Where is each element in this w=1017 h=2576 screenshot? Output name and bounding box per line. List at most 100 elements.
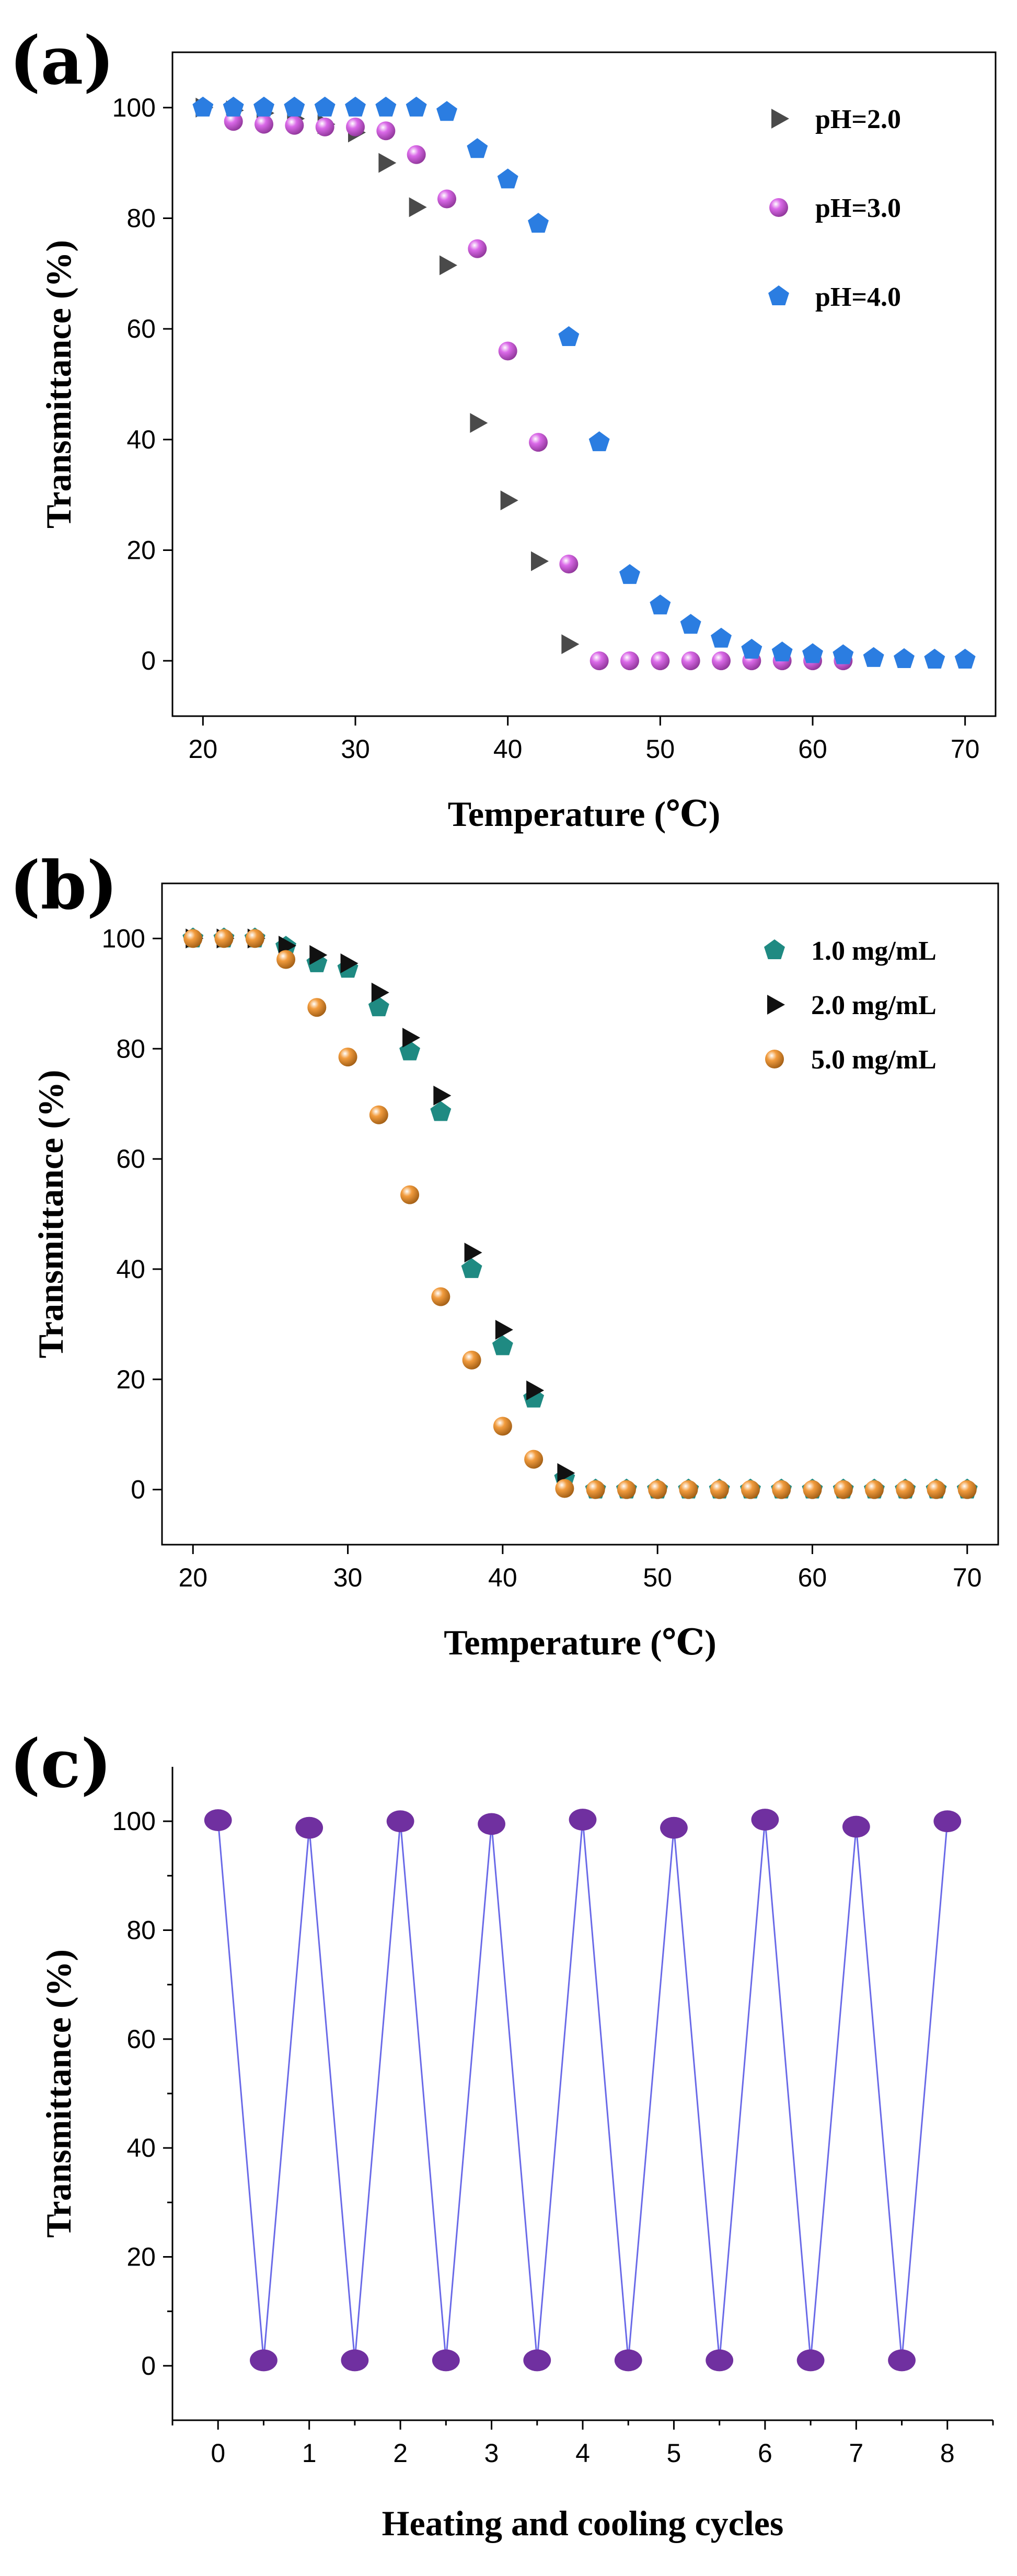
y-tick-label: 100: [112, 93, 156, 122]
data-point: [253, 96, 274, 117]
data-point: [555, 1479, 574, 1498]
data-point: [741, 639, 762, 659]
data-point: [561, 634, 580, 654]
data-point: [285, 116, 304, 135]
data-point: [492, 1335, 513, 1355]
panel-label: (c): [9, 1725, 112, 1802]
series-2: [183, 929, 977, 1499]
x-tick-label: 4: [575, 2439, 590, 2468]
data-point: [619, 564, 640, 584]
legend-label: 2.0 mg/mL: [811, 991, 937, 1020]
data-point: [614, 2349, 642, 2372]
x-tick-label: 50: [646, 734, 675, 764]
data-point: [386, 1810, 414, 1833]
series-0: [204, 1809, 962, 2372]
x-axis-title: Heating and cooling cycles: [382, 2503, 784, 2543]
data-point: [255, 114, 273, 134]
y-tick-label: 80: [116, 1034, 145, 1063]
data-point: [528, 213, 549, 233]
y-tick-label: 0: [141, 2351, 156, 2380]
legend-label: 5.0 mg/mL: [811, 1045, 937, 1075]
data-point: [680, 614, 701, 634]
y-tick-label: 20: [126, 536, 156, 565]
data-point: [371, 982, 389, 1003]
series-2: [192, 96, 976, 669]
data-point: [706, 2349, 734, 2372]
data-point: [523, 2349, 551, 2372]
y-axis-title: Transmittance (%): [39, 1949, 78, 2238]
data-point: [432, 2349, 460, 2372]
x-tick-label: 40: [493, 734, 523, 764]
data-point: [896, 1480, 915, 1499]
data-point: [651, 651, 670, 671]
x-tick-label: 7: [849, 2439, 863, 2468]
data-point: [524, 1450, 544, 1469]
x-tick-label: 60: [798, 1563, 827, 1592]
data-point: [531, 551, 549, 571]
data-point: [437, 189, 456, 209]
x-tick-label: 70: [951, 734, 980, 764]
data-point: [369, 1105, 388, 1124]
y-tick-label: 60: [116, 1144, 145, 1174]
data-point: [430, 1101, 452, 1121]
data-point: [497, 168, 518, 189]
data-point: [803, 1480, 822, 1499]
data-point: [681, 651, 700, 671]
y-tick-label: 0: [141, 646, 156, 675]
data-point: [409, 197, 427, 217]
data-point: [495, 1319, 513, 1340]
y-axis-title: Transmittance (%): [31, 1070, 71, 1358]
data-point: [712, 651, 731, 671]
data-point: [315, 117, 334, 136]
data-point: [772, 1480, 791, 1499]
x-tick-label: 3: [484, 2439, 499, 2468]
data-point: [378, 153, 397, 173]
data-point: [436, 101, 457, 121]
legend-marker: [765, 1050, 784, 1068]
y-tick-label: 20: [116, 1365, 145, 1394]
panel-c: (c) 0 20 40 60 80 100 0 1 2 3 4 5 6 7 8 Heating and cool…: [9, 1725, 994, 2543]
x-tick-label: 60: [798, 734, 827, 764]
data-point: [314, 96, 336, 117]
panel-label: (a): [9, 22, 114, 99]
data-point: [863, 647, 884, 667]
data-point: [833, 644, 854, 664]
x-tick-label: 30: [333, 1563, 363, 1592]
x-tick-label: 20: [178, 1563, 207, 1592]
x-tick-label: 70: [953, 1563, 982, 1592]
data-point: [957, 1480, 977, 1499]
data-point: [954, 649, 976, 669]
data-point: [341, 2349, 369, 2372]
data-point: [741, 1480, 760, 1499]
data-point: [648, 1480, 667, 1499]
data-point: [346, 117, 365, 136]
data-point: [192, 96, 214, 117]
x-axis-title: Temperature (℃): [448, 794, 721, 834]
data-point: [586, 1480, 605, 1499]
data-point: [526, 1380, 545, 1400]
legend-label: pH=3.0: [815, 193, 901, 223]
data-point: [307, 998, 327, 1017]
data-point: [933, 1810, 962, 1833]
x-tick-label: 6: [758, 2439, 772, 2468]
data-point: [711, 627, 732, 648]
x-tick-label: 0: [211, 2439, 225, 2468]
data-point: [620, 651, 639, 671]
data-point: [433, 1085, 452, 1106]
data-point: [406, 96, 427, 117]
data-point: [368, 996, 389, 1017]
data-point: [345, 96, 366, 117]
data-point: [588, 431, 610, 452]
data-point: [470, 413, 488, 433]
data-point: [214, 929, 234, 948]
data-point: [888, 2349, 916, 2372]
data-point: [771, 641, 793, 662]
x-tick-label: 40: [488, 1563, 517, 1592]
data-point: [802, 643, 823, 663]
data-point: [498, 341, 517, 361]
y-tick-label: 0: [131, 1475, 145, 1504]
y-tick-label: 40: [126, 425, 156, 454]
panel-b: (b) 0 20 40 60 80 100 20 30 40 50 60 70 Temperature (…: [9, 847, 999, 1662]
data-point: [407, 145, 426, 164]
y-tick-label: 40: [126, 2133, 156, 2163]
